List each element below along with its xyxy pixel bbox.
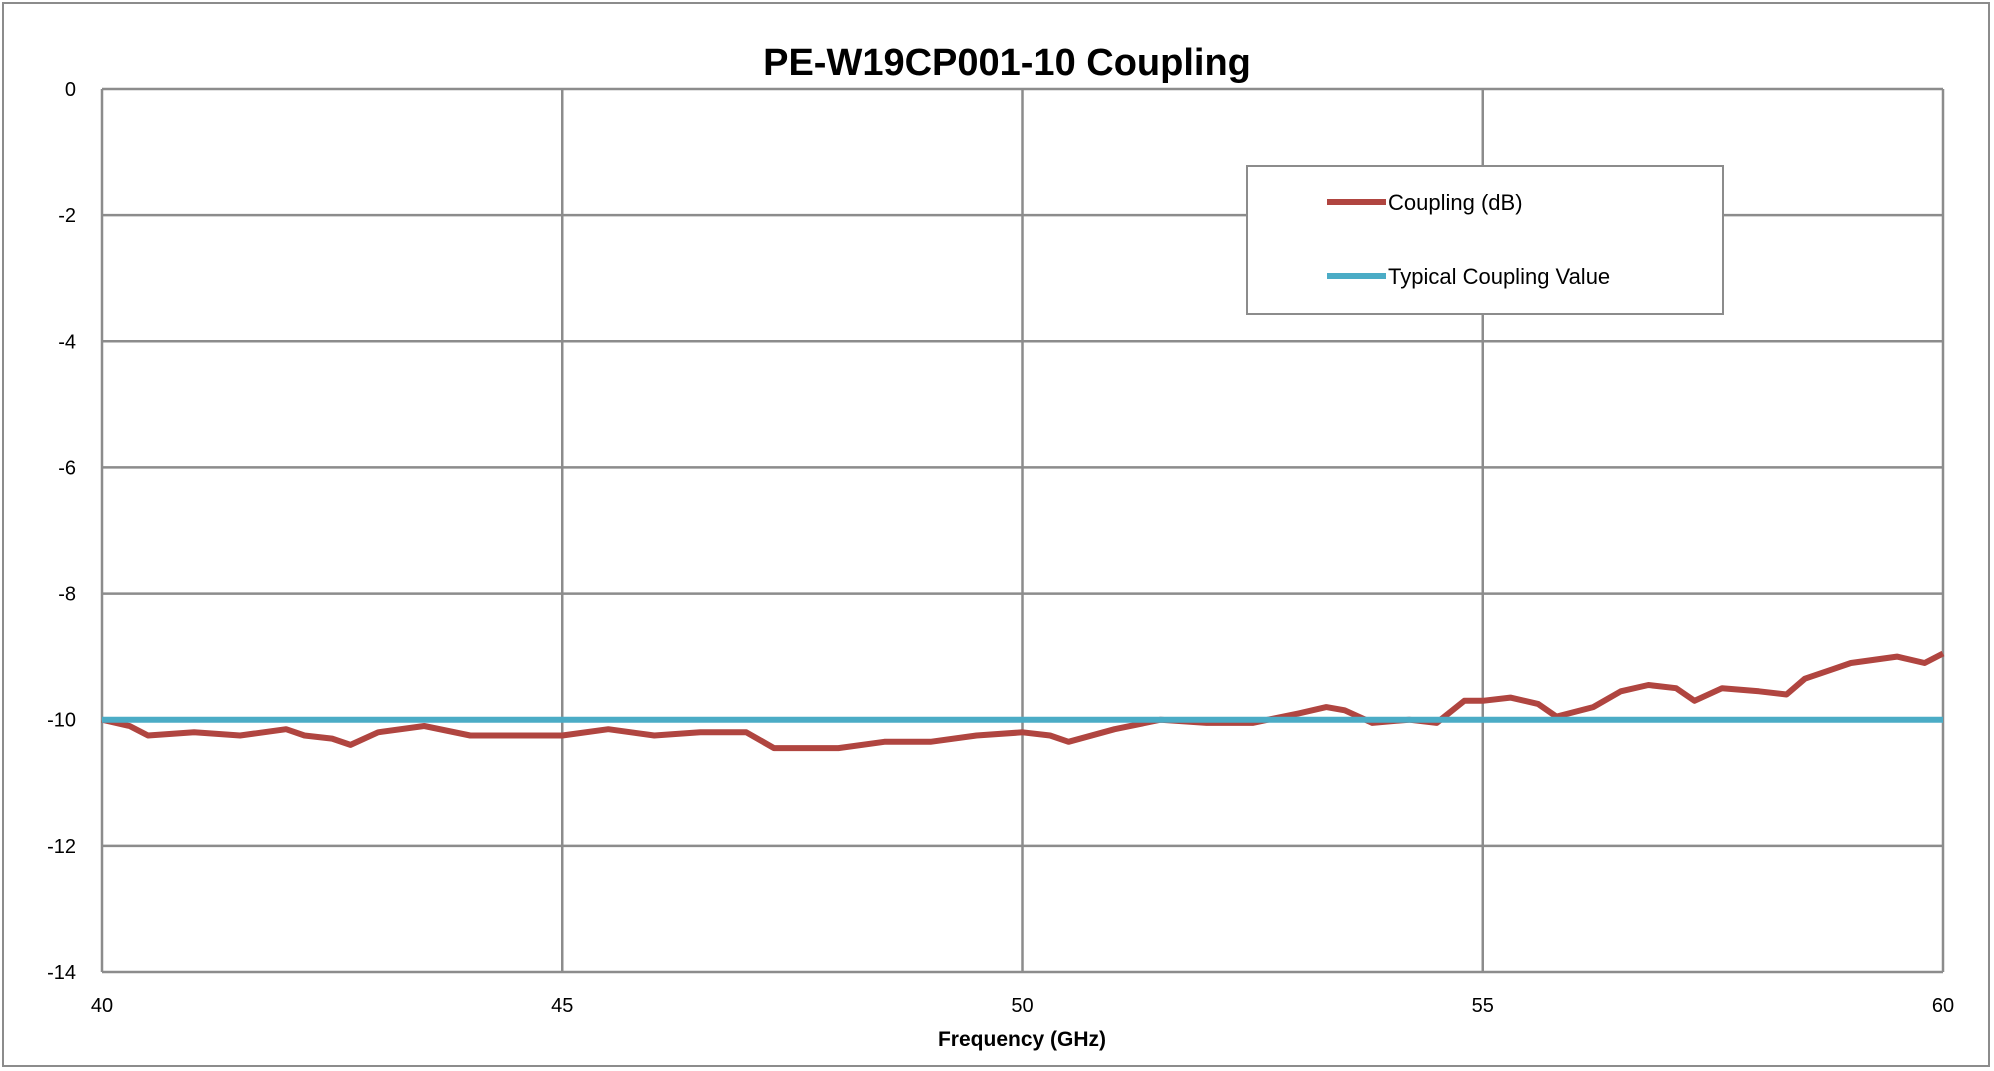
legend-label-typical: Typical Coupling Value [1388,264,1610,289]
coupling-series-line [101,650,1945,752]
x-tick-label: 45 [551,995,573,1017]
y-tick-label: -8 [58,584,76,606]
x-tick-label: 55 [1472,995,1494,1017]
legend-box [1246,165,1724,315]
legend-label-coupling: Coupling (dB) [1388,190,1523,215]
x-tick-label: 40 [91,995,113,1017]
x-tick-label: 50 [1011,995,1033,1017]
x-axis-label: Frequency (GHz) [938,1028,1106,1051]
x-tick-label: 60 [1932,995,1954,1017]
y-tick-label: -10 [47,710,76,732]
y-tick-label: -12 [47,836,76,858]
y-tick-label: -2 [58,205,76,227]
tick-labels: 0 -2 -4 -6 -8 -10 -12 -14 40 45 50 55 60 [47,79,1954,1017]
y-tick-label: -6 [58,457,76,479]
y-tick-label: -4 [58,331,76,353]
series-group [101,650,1945,752]
chart-title: PE-W19CP001-10 Coupling [763,42,1251,84]
y-tick-label: -14 [47,962,76,984]
legend: Coupling (dB) Typical Coupling Value [1246,165,1724,315]
y-tick-label: 0 [65,79,76,101]
